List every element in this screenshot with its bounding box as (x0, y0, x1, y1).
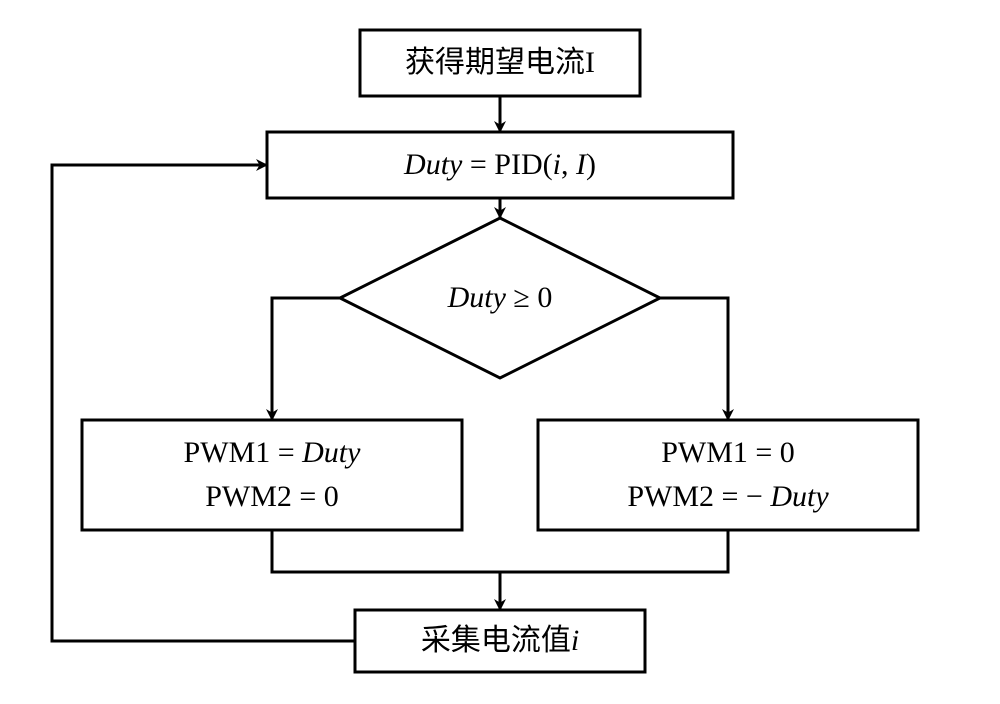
svg-text:PWM1 = 0: PWM1 = 0 (661, 436, 795, 469)
svg-text:PWM2 = − Duty: PWM2 = − Duty (627, 480, 829, 513)
svg-text:采集电流值i: 采集电流值i (421, 624, 579, 657)
svg-text:Duty = PID(i, I): Duty = PID(i, I) (403, 148, 596, 181)
svg-text:Duty ≥ 0: Duty ≥ 0 (447, 281, 553, 314)
svg-text:获得期望电流I: 获得期望电流I (405, 46, 595, 79)
svg-text:PWM2 = 0: PWM2 = 0 (205, 480, 339, 513)
svg-text:PWM1 = Duty: PWM1 = Duty (184, 436, 362, 469)
